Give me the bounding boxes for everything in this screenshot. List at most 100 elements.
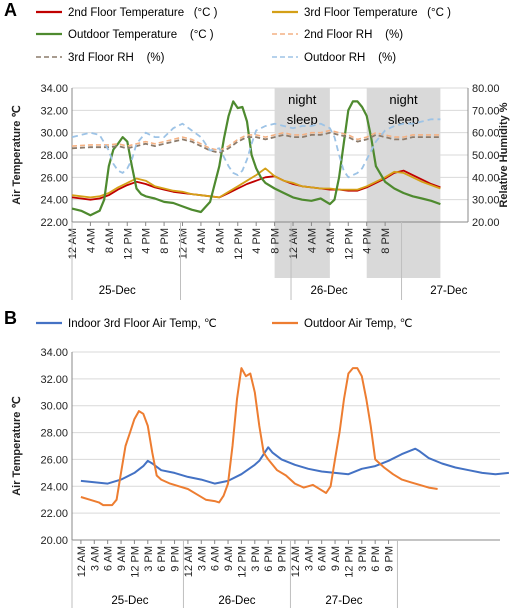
x-tick-label: 9 PM <box>277 546 289 572</box>
x-tick-label: 8 PM <box>159 228 171 254</box>
panel-a-letter: A <box>4 0 17 20</box>
x-tick-label: 12 AM <box>178 228 190 259</box>
y-tick-label: 32.00 <box>40 105 68 117</box>
y-tick-label: 30.00 <box>40 128 68 140</box>
date-label: 25-Dec <box>111 595 148 607</box>
legend-b-label: Indoor 3rd Floor Air Temp, ℃ <box>68 318 217 330</box>
x-tick-label: 9 AM <box>223 546 235 571</box>
y-tick-label: 30.00 <box>40 401 68 413</box>
x-tick-label: 12 PM <box>343 228 355 260</box>
x-tick-label: 12 PM <box>129 546 141 578</box>
legend-a-label: 2nd Floor RH (%) <box>304 29 403 41</box>
annotation-line: night <box>389 92 418 107</box>
date-label: 26-Dec <box>311 285 348 297</box>
y-tick-label: 32.00 <box>40 374 68 386</box>
x-tick-label: 8 PM <box>380 228 392 254</box>
y-tick-label: 24.00 <box>40 195 68 207</box>
date-label: 27-Dec <box>430 285 467 297</box>
legend-a-label: Outdoor RH (%) <box>304 52 396 64</box>
x-tick-label: 4 AM <box>85 228 97 253</box>
date-label: 27-Dec <box>325 595 362 607</box>
series-line-2nd-floor-temperature <box>71 169 441 201</box>
panel-b-letter: B <box>4 308 17 328</box>
annotation-line: sleep <box>388 112 419 127</box>
x-tick-label: 9 AM <box>330 546 342 571</box>
series-line-3rd-floor-rh <box>71 131 441 154</box>
x-tick-label: 4 AM <box>306 228 318 253</box>
x-tick-label: 9 PM <box>170 546 182 572</box>
plot-a: 22.00 24.00 26.00 28.00 30.00 32.00 34.00 20.00… <box>11 83 510 300</box>
legend-b-label: Outdoor Air Temp, ℃ <box>304 318 413 330</box>
y-tick-label: 34.00 <box>40 83 68 95</box>
y-tick-label: 24.00 <box>40 481 68 493</box>
y2-tick-label: 40.00 <box>472 172 500 184</box>
series-line-3rd-floor-temperature <box>71 167 441 199</box>
plot-b: 20.00 22.00 24.00 26.00 28.00 30.00 32.00 34.00… <box>11 347 509 608</box>
date-label: 25-Dec <box>99 285 136 297</box>
y2-tick-label: 80.00 <box>472 83 500 95</box>
x-tick-label: 12 PM <box>233 228 245 260</box>
x-tick-label: 8 PM <box>270 228 282 254</box>
y2-axis-title: Relative Humidity % <box>498 102 510 207</box>
y-tick-label: 28.00 <box>40 428 68 440</box>
x-tick-label: 12 AM <box>288 228 300 259</box>
y-tick-label: 26.00 <box>40 172 68 184</box>
x-tick-label: 12 PM <box>122 228 134 260</box>
series-line-outdoor-air-temp <box>80 367 438 507</box>
x-tick-label: 4 AM <box>196 228 208 253</box>
series-line-outdoor-temperature <box>71 100 441 217</box>
x-tick-label: 8 AM <box>104 228 116 253</box>
legend-a-label: 3rd Floor RH (%) <box>68 52 165 64</box>
x-tick-label: 9 PM <box>384 546 396 572</box>
night-sleep-annotation: night sleep <box>287 92 318 127</box>
x-tick-label: 3 PM <box>143 546 155 572</box>
y-tick-label: 20.00 <box>40 535 68 547</box>
x-tick-label: 6 AM <box>317 546 329 571</box>
legend-a-label: 3rd Floor Temperature (°C ) <box>304 7 451 19</box>
y-tick-label: 26.00 <box>40 454 68 466</box>
x-tick-label: 8 AM <box>214 228 226 253</box>
x-tick-label: 12 PM <box>343 546 355 578</box>
x-tick-label: 6 AM <box>103 546 115 571</box>
series-line-indoor-3rd-floor-air-temp <box>80 446 509 485</box>
legend-a-label: Outdoor Temperature (°C ) <box>68 29 214 41</box>
x-tick-label: 12 AM <box>183 546 195 577</box>
legend-a: 2nd Floor Temperature (°C ) 3rd Floor Tem… <box>36 7 451 64</box>
legend-a-label: 2nd Floor Temperature (°C ) <box>68 7 218 19</box>
x-tick-label: 12 PM <box>236 546 248 578</box>
x-tick-label: 6 PM <box>263 546 275 572</box>
x-tick-label: 6 AM <box>210 546 222 571</box>
x-tick-label: 12 AM <box>67 228 79 259</box>
x-tick-label: 9 AM <box>116 546 128 571</box>
y2-tick-label: 30.00 <box>472 195 500 207</box>
y-axis-title: Air Temperature ℃ <box>11 396 23 496</box>
legend-b: Indoor 3rd Floor Air Temp, ℃ Outdoor Air … <box>36 318 413 330</box>
x-tick-label: 6 PM <box>370 546 382 572</box>
annotation-line: sleep <box>287 112 318 127</box>
y-axis-title: Air Temperature ℃ <box>11 105 23 205</box>
x-tick-label: 3 AM <box>196 546 208 571</box>
y2-tick-label: 50.00 <box>472 150 500 162</box>
x-tick-label: 3 PM <box>357 546 369 572</box>
x-tick-label: 3 AM <box>89 546 101 571</box>
x-tick-label: 3 PM <box>250 546 262 572</box>
x-tick-label: 6 PM <box>156 546 168 572</box>
y2-tick-label: 70.00 <box>472 105 500 117</box>
y2-tick-label: 60.00 <box>472 128 500 140</box>
y2-tick-label: 20.00 <box>472 217 500 229</box>
x-tick-label: 12 AM <box>290 546 302 577</box>
x-tick-label: 4 PM <box>141 228 153 254</box>
date-label: 26-Dec <box>218 595 255 607</box>
series-line-outdoor-rh <box>71 118 441 179</box>
night-band <box>274 88 330 278</box>
x-tick-label: 8 AM <box>325 228 337 253</box>
x-tick-label: 3 AM <box>303 546 315 571</box>
x-tick-label: 4 PM <box>251 228 263 254</box>
y-tick-label: 28.00 <box>40 150 68 162</box>
y-tick-label: 34.00 <box>40 347 68 359</box>
x-tick-label: 12 AM <box>76 546 88 577</box>
x-tick-label: 4 PM <box>362 228 374 254</box>
y-tick-label: 22.00 <box>40 217 68 229</box>
annotation-line: night <box>288 92 317 107</box>
y-tick-label: 22.00 <box>40 508 68 520</box>
